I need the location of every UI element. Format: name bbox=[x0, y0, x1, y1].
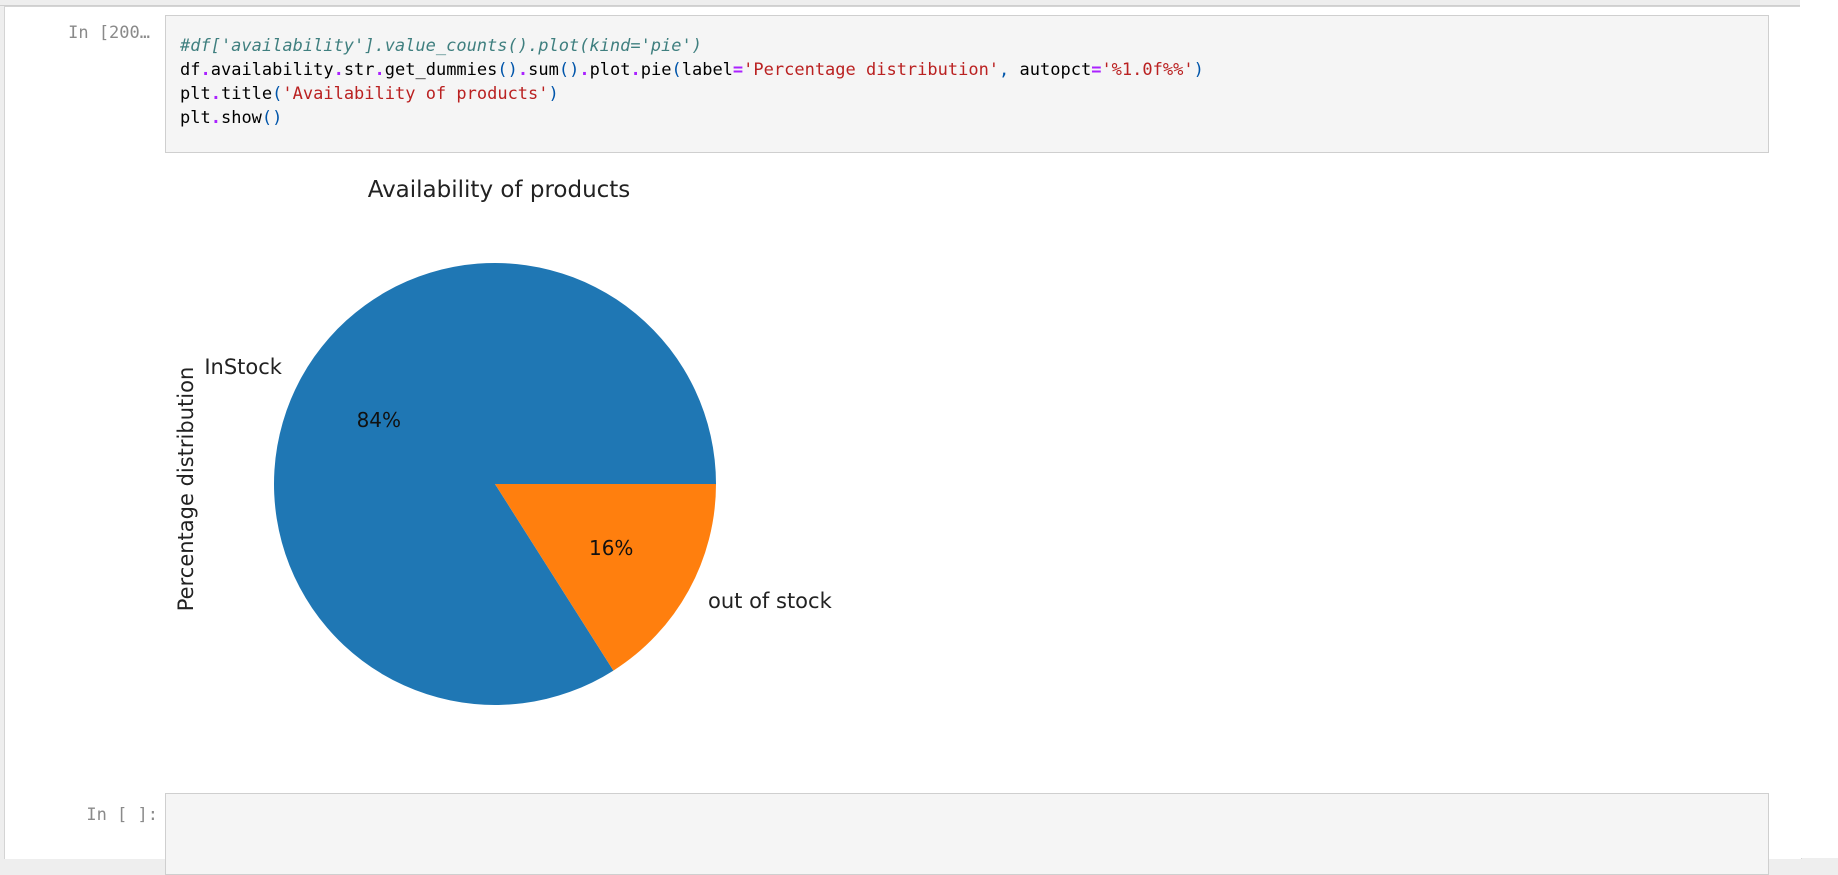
y-axis-label: Percentage distribution bbox=[174, 367, 198, 611]
notebook-container: In [200… #df['availability'].value_count… bbox=[4, 6, 1802, 875]
code-token: ( bbox=[671, 60, 682, 80]
code-token: ( bbox=[272, 84, 283, 104]
top-divider bbox=[0, 5, 1838, 6]
cell-1-output: Availability of products 84% InStock 16% ou… bbox=[169, 167, 889, 747]
code-token: title bbox=[220, 84, 273, 104]
code-line: #df['availability'].value_counts().plot(… bbox=[180, 34, 1204, 58]
code-token: . bbox=[333, 60, 344, 80]
code-token: . bbox=[210, 108, 221, 128]
pie-pct-label: 84% bbox=[357, 408, 401, 432]
code-line: plt.show() bbox=[180, 106, 1204, 130]
pie-slice-out-of-stock bbox=[495, 484, 716, 671]
code-token: sum bbox=[528, 60, 559, 80]
code-token: '%1.0f%%' bbox=[1101, 60, 1194, 80]
code-line: df.availability.str.get_dummies().sum().… bbox=[180, 58, 1204, 82]
code-token: () bbox=[497, 60, 518, 80]
code-token: #df['availability'].value_counts().plot(… bbox=[180, 36, 702, 56]
code-token: . bbox=[630, 60, 641, 80]
cell-1-code: #df['availability'].value_counts().plot(… bbox=[180, 34, 1204, 130]
cell-2-code-input[interactable] bbox=[165, 793, 1769, 875]
code-token: str bbox=[343, 60, 375, 80]
pie-category-label: out of stock bbox=[708, 589, 833, 613]
code-token: () bbox=[558, 60, 580, 80]
pie-category-label: InStock bbox=[204, 355, 282, 379]
code-token: plt bbox=[180, 84, 211, 104]
code-token: ) bbox=[1193, 60, 1204, 80]
cell-1-code-input[interactable]: #df['availability'].value_counts().plot(… bbox=[165, 15, 1769, 153]
code-token: availability bbox=[210, 60, 334, 80]
code-token: . bbox=[374, 60, 385, 80]
code-token: df bbox=[180, 60, 201, 80]
code-token: . bbox=[517, 60, 529, 80]
code-token: autopct bbox=[1019, 60, 1092, 80]
code-token: pie bbox=[640, 60, 672, 80]
code-token: 'Percentage distribution' bbox=[743, 60, 1000, 80]
code-token: . bbox=[210, 84, 221, 104]
right-margin bbox=[1800, 0, 1838, 858]
code-token: ) bbox=[548, 84, 559, 104]
pie-chart: 84% InStock 16% out of stock Percentage dist… bbox=[174, 263, 833, 705]
cell-2-prompt: In [ ]: bbox=[86, 805, 158, 825]
code-token: () bbox=[261, 108, 283, 128]
code-token: get_dummies bbox=[384, 60, 498, 80]
code-token: show bbox=[220, 108, 262, 128]
code-token: , bbox=[999, 60, 1020, 80]
code-token: . bbox=[579, 60, 590, 80]
code-token: = bbox=[732, 60, 744, 80]
code-token: = bbox=[1091, 60, 1102, 80]
code-line: plt.title('Availability of products') bbox=[180, 82, 1204, 106]
pie-pct-label: 16% bbox=[589, 536, 633, 560]
chart-title: Availability of products bbox=[367, 177, 631, 203]
code-token: plt bbox=[180, 108, 211, 128]
code-token: plot bbox=[589, 60, 631, 80]
code-token: . bbox=[200, 60, 211, 80]
code-token: label bbox=[681, 60, 733, 80]
cell-1-prompt: In [200… bbox=[68, 23, 150, 43]
code-token: 'Availability of products' bbox=[282, 84, 549, 104]
